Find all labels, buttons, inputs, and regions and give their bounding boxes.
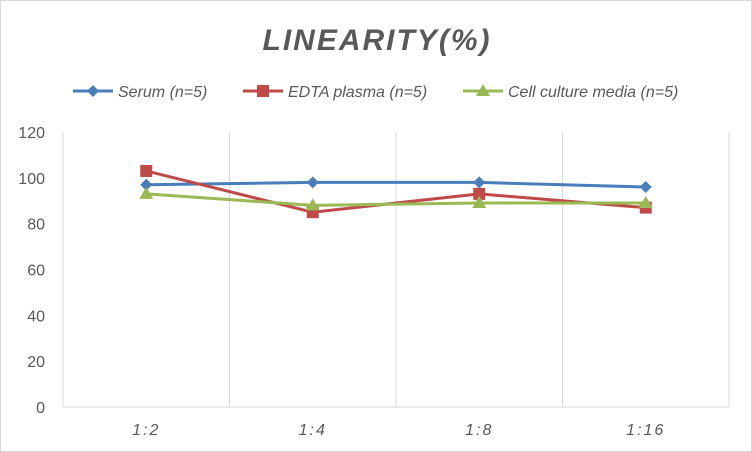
y-tick-label: 120 bbox=[18, 125, 45, 142]
x-tick-label: 1:16 bbox=[626, 422, 665, 439]
data-point bbox=[473, 176, 486, 189]
x-tick-label: 1:4 bbox=[299, 422, 327, 439]
data-point bbox=[472, 196, 487, 209]
data-point bbox=[140, 178, 153, 191]
data-point bbox=[639, 181, 652, 193]
legend-marker bbox=[476, 84, 490, 96]
y-tick-label: 40 bbox=[27, 308, 45, 325]
legend-label: EDTA plasma (n=5) bbox=[288, 84, 427, 101]
data-point bbox=[140, 164, 153, 177]
y-tick-label: 100 bbox=[18, 171, 45, 188]
series-line bbox=[146, 192, 646, 207]
y-tick-label: 20 bbox=[27, 354, 45, 371]
data-point bbox=[638, 196, 653, 209]
x-tick-label: 1:8 bbox=[465, 422, 493, 439]
data-point bbox=[139, 186, 154, 199]
y-tick-label: 80 bbox=[27, 217, 45, 234]
series-line bbox=[146, 180, 646, 189]
legend-marker bbox=[257, 85, 269, 97]
legend-marker bbox=[87, 85, 99, 97]
legend-label: Cell culture media (n=5) bbox=[508, 84, 678, 101]
data-point bbox=[305, 198, 320, 211]
y-tick-label: 60 bbox=[27, 263, 45, 280]
x-tick-label: 1:2 bbox=[132, 422, 160, 439]
y-tick-label: 0 bbox=[36, 400, 45, 417]
chart-title: LINEARITY(%) bbox=[263, 24, 492, 57]
data-point bbox=[306, 176, 319, 189]
data-point bbox=[473, 187, 486, 200]
legend-label: Serum (n=5) bbox=[118, 84, 207, 101]
